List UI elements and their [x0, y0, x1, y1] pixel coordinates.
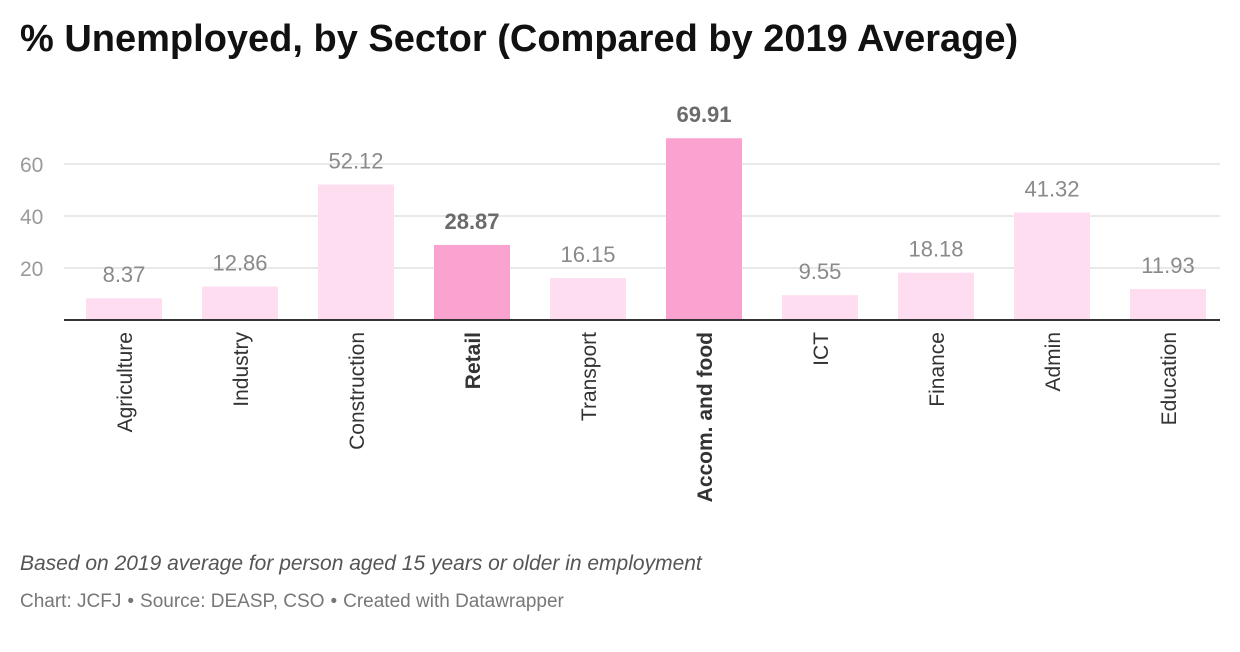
- y-tick-label: 20: [20, 258, 43, 281]
- footer-separator: •: [127, 591, 135, 612]
- bar: [666, 138, 742, 320]
- chart-footer: Chart: JCFJ • Source: DEASP, CSO • Created w…: [20, 591, 564, 613]
- bar: [202, 286, 278, 320]
- data-label: 11.93: [1141, 253, 1194, 278]
- data-label: 9.55: [799, 259, 842, 284]
- x-tick-label: Retail: [462, 332, 485, 389]
- data-label: 52.12: [328, 148, 383, 173]
- bar: [898, 272, 974, 320]
- data-label: 8.37: [103, 262, 146, 287]
- chart-note: Based on 2019 average for person aged 15…: [20, 552, 702, 575]
- data-label: 18.18: [908, 237, 963, 262]
- bar: [434, 244, 510, 320]
- x-tick-label: Admin: [1042, 332, 1065, 392]
- bar: [1014, 212, 1090, 320]
- x-tick-label: Agriculture: [114, 332, 137, 432]
- x-tick-label: Construction: [346, 332, 369, 450]
- y-tick-label: 60: [20, 154, 43, 177]
- data-label: 16.15: [560, 242, 615, 267]
- bar: [1130, 288, 1206, 320]
- bar: [86, 298, 162, 320]
- y-tick-label: 40: [20, 206, 43, 229]
- bar-chart: 20 40 60 8.37 Agriculture 12.86 Industry 52.12 C…: [20, 102, 1220, 502]
- x-tick-label: Finance: [926, 332, 949, 407]
- chart-title: % Unemployed, by Sector (Compared by 201…: [20, 18, 1019, 60]
- data-label: 28.87: [444, 209, 499, 234]
- chart-credit: Chart: JCFJ: [20, 591, 122, 612]
- data-label: 12.86: [212, 251, 267, 276]
- bar: [318, 184, 394, 320]
- bar: [550, 278, 626, 320]
- x-tick-label: Industry: [230, 332, 253, 407]
- source-text: Source: DEASP, CSO: [140, 591, 325, 612]
- footer-separator: •: [330, 591, 338, 612]
- bar: [782, 295, 858, 320]
- x-tick-label: Transport: [578, 332, 601, 421]
- x-tick-label: Education: [1158, 332, 1181, 425]
- x-tick-label: ICT: [810, 332, 833, 366]
- x-tick-label: Accom. and food: [694, 332, 717, 502]
- data-label: 69.91: [676, 102, 731, 127]
- tool-credit: Created with Datawrapper: [343, 591, 564, 612]
- data-label: 41.32: [1024, 177, 1079, 202]
